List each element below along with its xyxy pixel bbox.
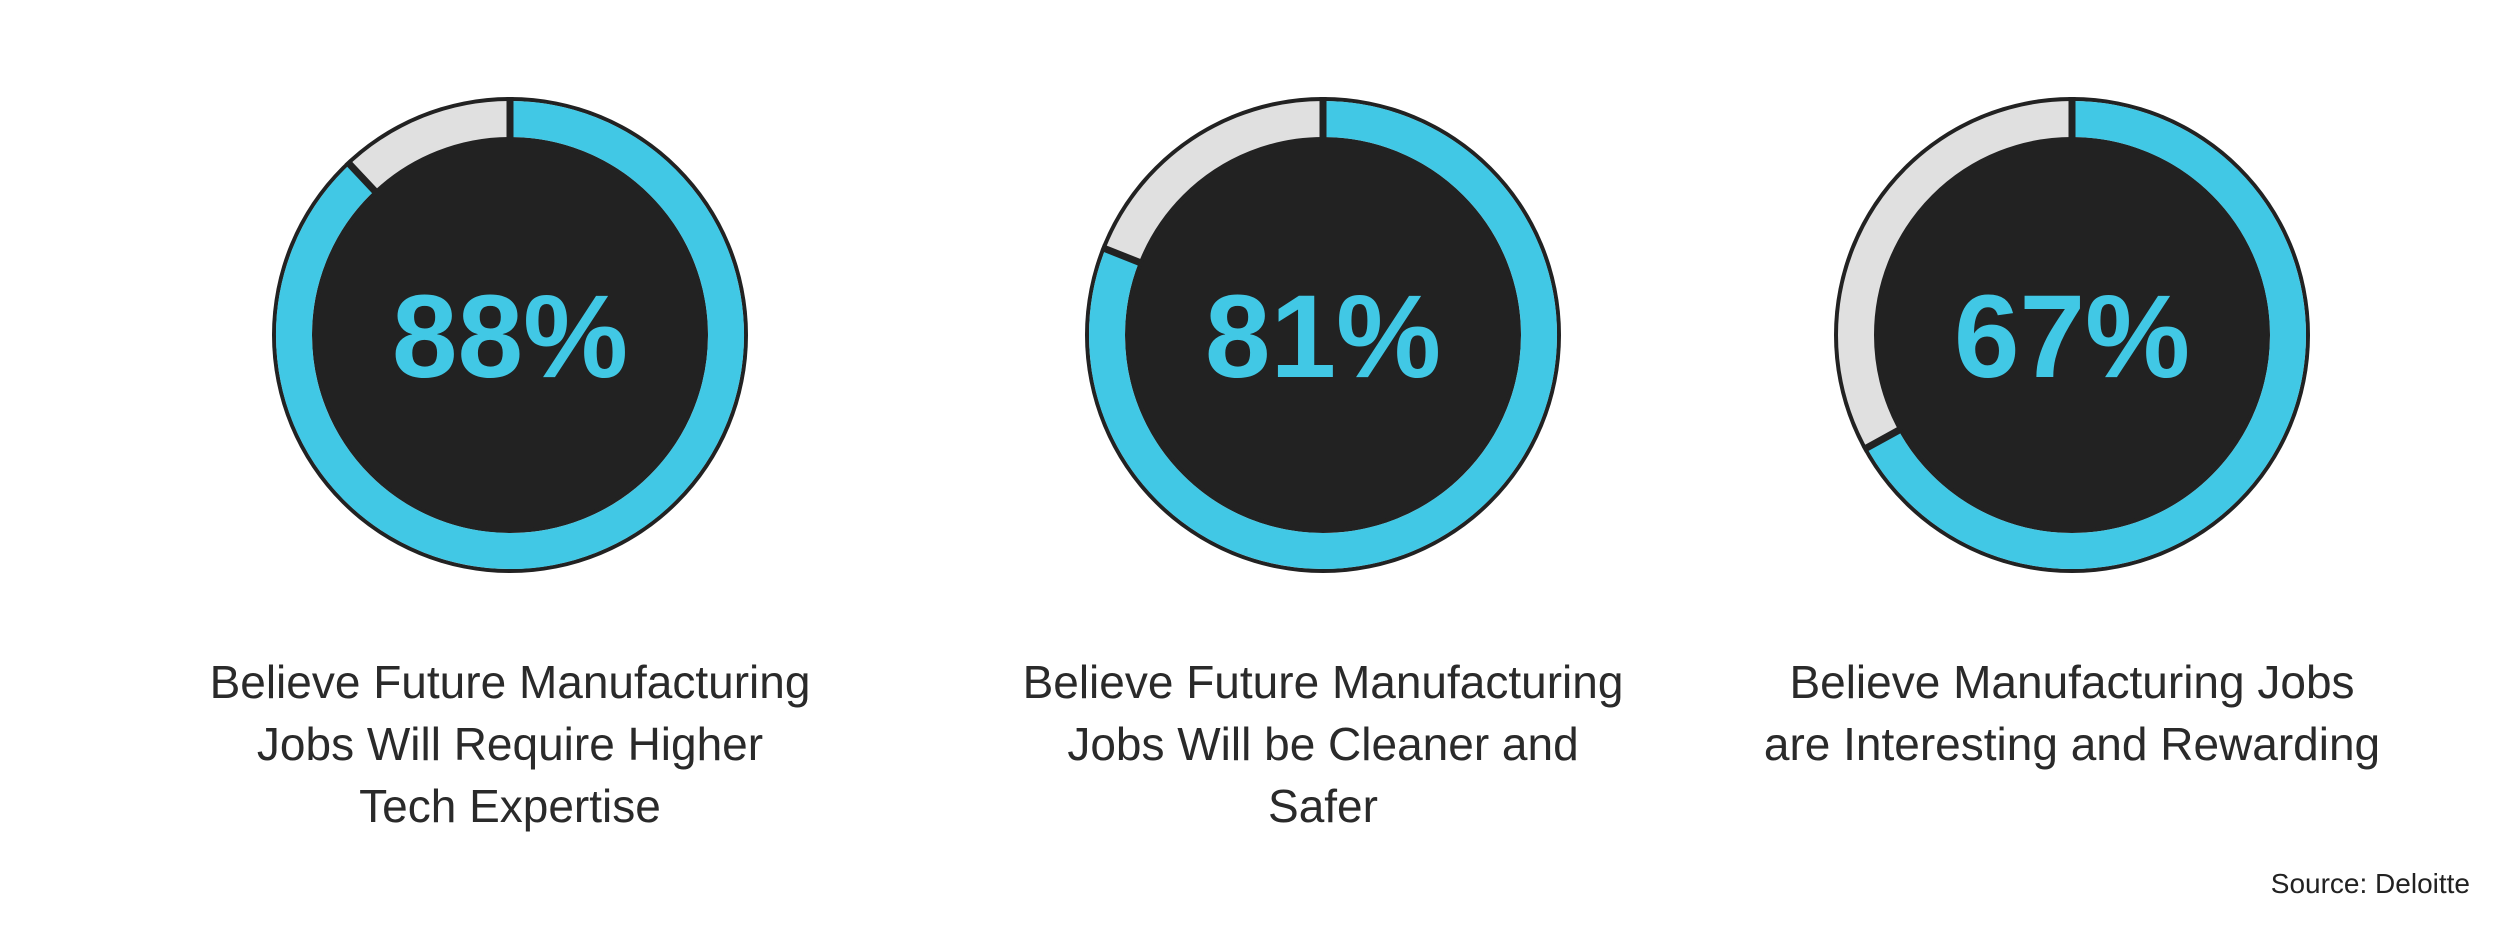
segment-separator [1861,424,1906,453]
caption-line: Believe Manufacturing Jobs [1789,656,2354,708]
caption-line: Jobs Will Require Higher [257,718,763,770]
donut-center [1878,141,2266,529]
segment-separator [1100,244,1146,268]
caption: Believe Future Manufacturing Jobs Will Re… [210,656,811,832]
percent-label: 67% [1954,271,2190,403]
source-note: Source: Deloitte [2271,868,2470,899]
caption-line: Safer [1268,780,1378,832]
donut-center [1129,141,1517,529]
caption: Believe Manufacturing Jobs are Interestin… [1764,656,2380,770]
caption: Believe Future Manufacturing Jobs Will be… [1023,656,1624,832]
caption-line: are Interesting and Rewarding [1764,718,2380,770]
donut-center [316,141,704,529]
caption-line: Believe Future Manufacturing [1023,656,1624,708]
percent-label: 81% [1205,271,1441,403]
donut-arc [276,101,744,569]
donut-arc [1089,101,1557,569]
percent-label: 88% [392,271,628,403]
caption-line: Believe Future Manufacturing [210,656,811,708]
caption-line: Tech Expertise [359,780,661,832]
segment-separator [344,159,382,198]
caption-line: Jobs Will be Cleaner and [1067,718,1578,770]
donut-arc [1866,101,2306,569]
